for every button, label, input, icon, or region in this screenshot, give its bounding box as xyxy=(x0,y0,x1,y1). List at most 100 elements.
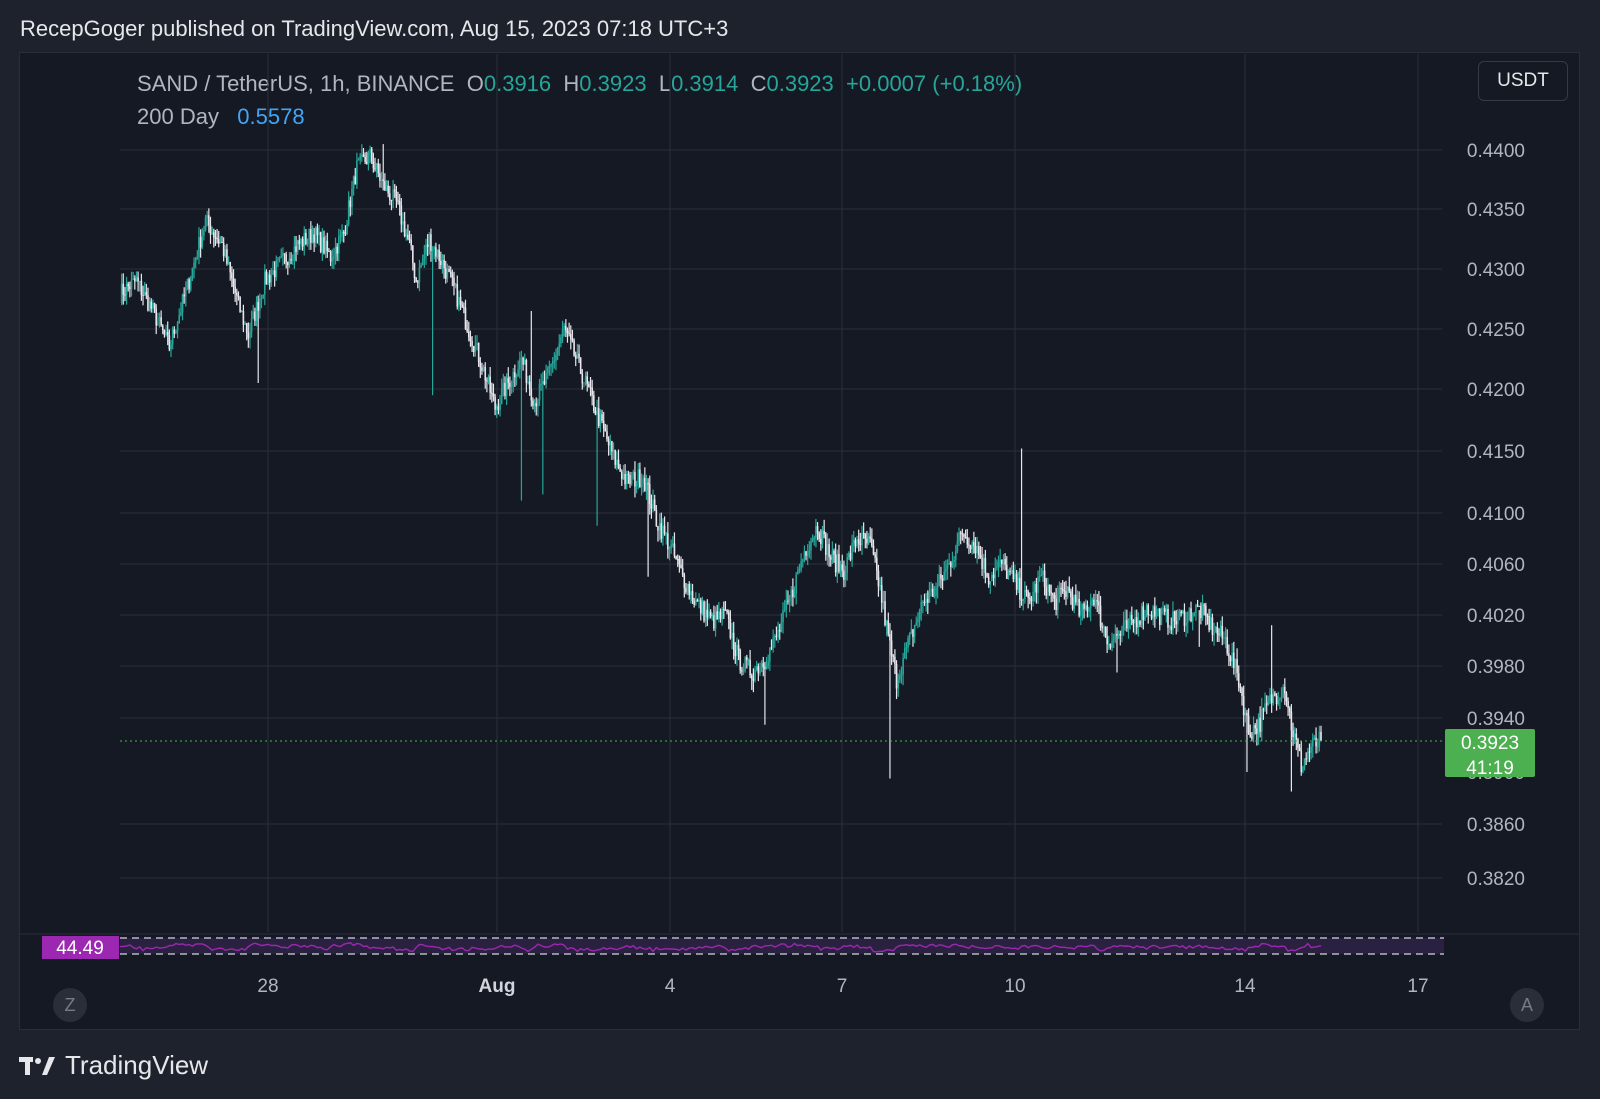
candle xyxy=(602,411,605,437)
candle xyxy=(214,229,217,246)
candle xyxy=(291,254,294,265)
candle xyxy=(1117,630,1120,639)
candle xyxy=(474,335,477,357)
candle xyxy=(1285,691,1288,707)
candle xyxy=(686,583,689,596)
candle xyxy=(158,312,161,328)
candle xyxy=(617,449,620,470)
candle xyxy=(206,210,208,227)
candle xyxy=(389,185,391,206)
candle xyxy=(140,273,143,301)
candle xyxy=(676,554,679,568)
candle xyxy=(620,469,623,486)
candle xyxy=(1101,622,1103,633)
candle xyxy=(555,348,557,371)
candle xyxy=(783,599,786,613)
candle xyxy=(1196,599,1199,608)
candle xyxy=(1017,571,1020,594)
candle xyxy=(250,310,253,338)
candle xyxy=(1172,601,1174,635)
candle xyxy=(961,528,964,541)
candle xyxy=(222,237,225,262)
candle xyxy=(576,343,579,359)
candle xyxy=(1007,569,1010,580)
candle xyxy=(1075,584,1077,606)
candle xyxy=(644,467,646,492)
candle xyxy=(157,312,159,327)
candle xyxy=(813,535,816,546)
candle xyxy=(767,654,770,669)
candle xyxy=(1214,625,1217,633)
candle xyxy=(829,554,832,567)
ma-label[interactable]: 200 Day xyxy=(137,104,219,129)
zoom-button[interactable]: Z xyxy=(53,988,87,1022)
candle xyxy=(367,150,370,171)
candle xyxy=(129,281,131,298)
candle xyxy=(405,228,408,241)
candle xyxy=(1045,577,1048,600)
candle xyxy=(528,375,531,396)
candle xyxy=(349,196,352,217)
candle xyxy=(834,543,837,577)
candle xyxy=(532,397,534,410)
candle xyxy=(869,527,872,543)
candle xyxy=(650,494,653,519)
candle xyxy=(1280,687,1283,703)
candle xyxy=(398,193,401,216)
oscillator-tag xyxy=(42,936,119,959)
candle xyxy=(1221,616,1224,646)
candle xyxy=(1103,624,1105,637)
currency-button[interactable]: USDT xyxy=(1478,61,1568,101)
candle xyxy=(1257,713,1260,745)
candle xyxy=(221,235,223,243)
candle xyxy=(530,311,533,407)
candle xyxy=(1311,733,1314,758)
candle xyxy=(1236,648,1238,681)
candle xyxy=(566,327,569,343)
candle xyxy=(1135,609,1138,635)
candle xyxy=(277,256,279,268)
chart-frame[interactable]: SAND / TetherUS, 1h, BINANCE O0.3916 H0.… xyxy=(19,52,1580,1030)
candle xyxy=(1203,603,1205,616)
symbol-title[interactable]: SAND / TetherUS, 1h, BINANCE xyxy=(137,71,455,96)
candle xyxy=(913,624,916,644)
candle xyxy=(889,623,891,779)
candle xyxy=(306,238,309,247)
candle xyxy=(818,531,821,543)
candle xyxy=(711,612,714,621)
auto-scale-button[interactable]: A xyxy=(1510,988,1544,1022)
candle xyxy=(454,282,457,289)
candle xyxy=(1218,628,1220,643)
candle xyxy=(928,581,931,604)
candle xyxy=(354,167,357,185)
candle xyxy=(815,518,817,548)
candle xyxy=(984,549,987,584)
candle xyxy=(1229,655,1232,667)
candle xyxy=(148,297,151,312)
candle xyxy=(907,635,909,653)
candle xyxy=(453,271,455,296)
candle xyxy=(374,157,376,172)
candle xyxy=(1149,614,1151,616)
candle xyxy=(593,390,595,414)
candle xyxy=(415,276,417,283)
candle xyxy=(497,398,500,415)
candle xyxy=(1127,618,1130,639)
candle xyxy=(466,320,468,334)
footer-brand[interactable]: TradingView xyxy=(19,1050,208,1081)
y-tick-label: 0.3860 xyxy=(1467,815,1525,836)
candle xyxy=(665,532,668,545)
candle xyxy=(1303,758,1306,771)
candle xyxy=(1287,697,1289,716)
candle xyxy=(759,662,761,676)
price-tag-value: 0.3923 xyxy=(1461,733,1519,754)
candle xyxy=(1004,553,1006,571)
candle xyxy=(293,235,296,269)
candle xyxy=(933,585,936,599)
candle xyxy=(1206,613,1209,625)
candle xyxy=(775,626,778,641)
candle xyxy=(203,225,205,241)
candle xyxy=(1259,706,1261,738)
candle xyxy=(624,464,626,490)
